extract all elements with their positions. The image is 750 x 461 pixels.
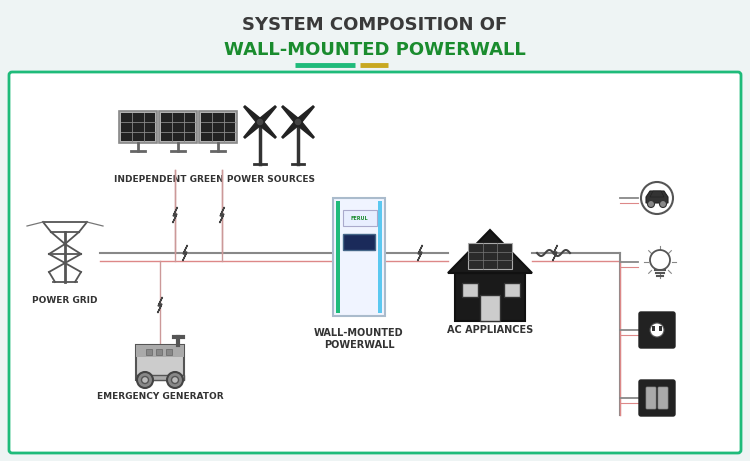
Polygon shape	[282, 120, 300, 138]
Circle shape	[647, 201, 655, 207]
Bar	[199, 111, 237, 143]
Bar	[333, 198, 385, 316]
Circle shape	[641, 182, 673, 214]
Circle shape	[659, 201, 667, 207]
Bar	[468, 243, 512, 269]
Bar	[336, 201, 340, 313]
Text: WALL-MOUNTED: WALL-MOUNTED	[314, 328, 404, 338]
Polygon shape	[182, 245, 188, 261]
Polygon shape	[296, 120, 314, 138]
Bar	[343, 210, 377, 226]
Bar	[166, 349, 172, 355]
Polygon shape	[650, 191, 664, 197]
Text: INDEPENDENT GREEN POWER SOURCES: INDEPENDENT GREEN POWER SOURCES	[115, 175, 316, 184]
Polygon shape	[172, 207, 178, 223]
FancyBboxPatch shape	[646, 387, 656, 409]
Bar	[201, 113, 235, 141]
FancyBboxPatch shape	[639, 312, 675, 348]
Circle shape	[137, 372, 153, 388]
Text: EMERGENCY GENERATOR: EMERGENCY GENERATOR	[97, 392, 224, 401]
Bar	[119, 111, 157, 143]
Polygon shape	[258, 106, 276, 124]
Text: POWER GRID: POWER GRID	[32, 296, 98, 305]
Text: FERUL: FERUL	[350, 215, 368, 220]
Bar	[136, 345, 184, 380]
Circle shape	[172, 377, 178, 384]
Bar	[480, 295, 500, 321]
Bar	[504, 283, 520, 297]
Polygon shape	[296, 106, 314, 124]
Bar	[156, 349, 162, 355]
Bar	[136, 345, 184, 357]
Polygon shape	[258, 120, 276, 138]
Text: SYSTEM COMPOSITION OF: SYSTEM COMPOSITION OF	[242, 16, 508, 34]
Polygon shape	[448, 230, 532, 273]
Bar	[455, 273, 525, 321]
Bar	[343, 234, 375, 250]
Circle shape	[256, 118, 264, 126]
Polygon shape	[646, 191, 668, 203]
Circle shape	[142, 377, 148, 384]
Polygon shape	[244, 106, 262, 124]
FancyBboxPatch shape	[639, 380, 675, 416]
FancyBboxPatch shape	[658, 387, 668, 409]
Bar	[652, 326, 655, 331]
Bar	[659, 326, 662, 331]
Bar	[121, 113, 155, 141]
Bar	[146, 349, 152, 355]
Polygon shape	[553, 245, 557, 261]
Text: POWERWALL: POWERWALL	[324, 340, 394, 350]
Polygon shape	[220, 207, 224, 223]
Polygon shape	[418, 245, 422, 261]
Circle shape	[650, 323, 664, 337]
Bar	[159, 111, 197, 143]
Polygon shape	[158, 297, 163, 313]
Circle shape	[167, 372, 183, 388]
Circle shape	[650, 250, 670, 270]
Circle shape	[294, 118, 302, 126]
Bar	[378, 201, 382, 313]
Text: WALL-MOUNTED POWERWALL: WALL-MOUNTED POWERWALL	[224, 41, 526, 59]
FancyBboxPatch shape	[9, 72, 741, 453]
Text: AC APPLIANCES: AC APPLIANCES	[447, 325, 533, 335]
Polygon shape	[244, 120, 262, 138]
Polygon shape	[282, 106, 300, 124]
Bar	[462, 283, 478, 297]
Bar	[161, 113, 195, 141]
Bar	[136, 375, 184, 380]
